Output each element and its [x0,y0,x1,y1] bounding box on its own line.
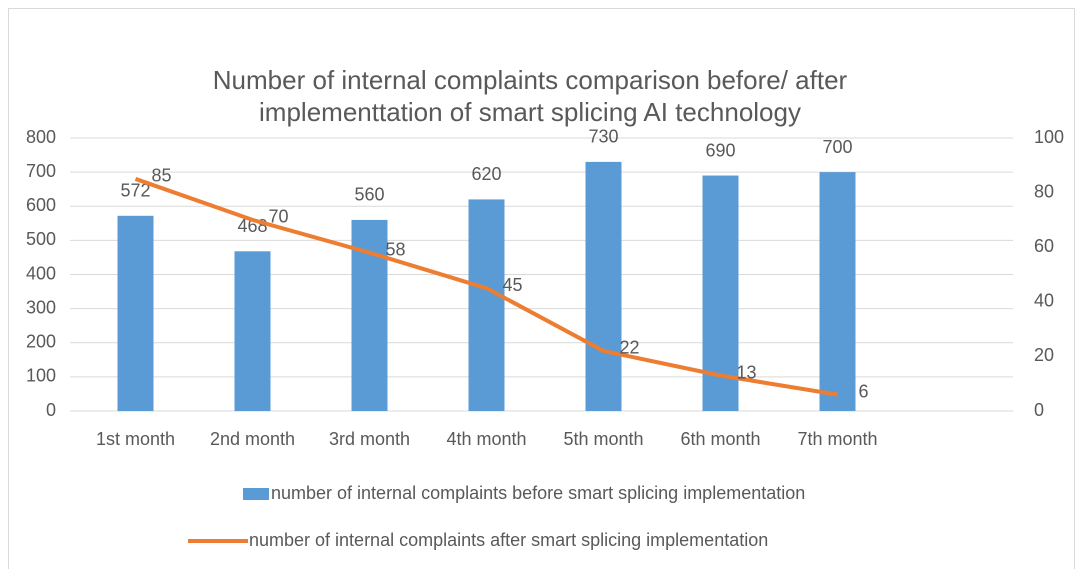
chart-border [8,8,1075,569]
x-tick-label: 7th month [797,429,877,449]
line-label: 13 [736,362,756,382]
legend-label: number of internal complaints before sma… [271,483,805,503]
bar-label: 572 [120,181,150,201]
bar-label: 620 [471,164,501,184]
x-tick-label: 2nd month [210,429,295,449]
y-tick-label: 500 [26,229,56,249]
y2-tick-label: 80 [1034,181,1054,201]
bar [468,199,505,411]
legend-swatch [243,488,269,500]
y-tick-label: 600 [26,195,56,215]
line-label: 22 [619,338,639,358]
y2-tick-label: 100 [1034,127,1064,147]
y2-tick-label: 20 [1034,345,1054,365]
y-tick-label: 100 [26,366,56,386]
bar-label: 690 [705,140,735,160]
y2-tick-label: 60 [1034,236,1054,256]
x-tick-label: 4th month [446,429,526,449]
x-tick-label: 1st month [96,429,175,449]
bar [117,215,154,411]
line-label: 85 [151,166,171,186]
chart-title: Number of internal complaints comparison… [213,65,848,95]
bar-label: 730 [588,127,618,147]
y-tick-label: 0 [46,400,56,420]
x-tick-label: 3rd month [329,429,410,449]
bar-label: 700 [822,137,852,157]
line-label: 70 [268,207,288,227]
line-label: 58 [385,239,405,259]
y-tick-label: 300 [26,297,56,317]
line [134,177,838,397]
line-label: 45 [502,275,522,295]
legend-label: number of internal complaints after smar… [249,530,768,550]
bar [234,251,271,411]
bar [585,161,622,411]
y2-tick-label: 40 [1034,291,1054,311]
y-tick-label: 400 [26,263,56,283]
y-tick-label: 800 [26,127,56,147]
chart-title: implementtation of smart splicing AI tec… [259,97,801,127]
x-tick-label: 5th month [563,429,643,449]
y-tick-label: 200 [26,332,56,352]
line-label: 6 [858,381,868,401]
y2-tick-label: 0 [1034,400,1044,420]
bar-label: 560 [354,185,384,205]
bar [819,172,856,411]
x-tick-label: 6th month [680,429,760,449]
y-tick-label: 700 [26,161,56,181]
